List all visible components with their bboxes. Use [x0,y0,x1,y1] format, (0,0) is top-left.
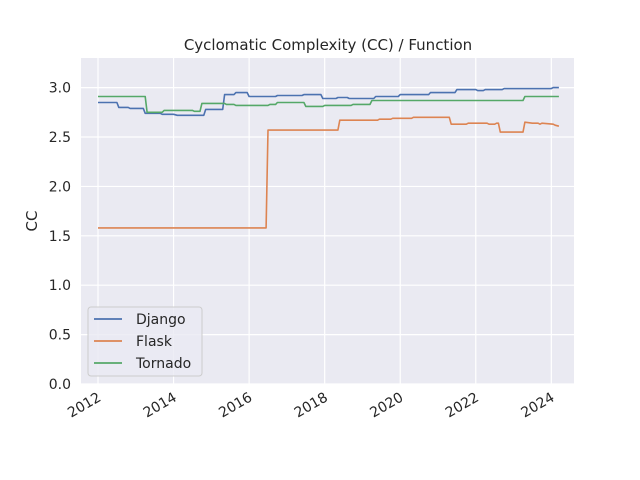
chart-title: Cyclomatic Complexity (CC) / Function [184,36,472,54]
series-line-tornado [98,95,559,114]
x-tick-label: 2022 [443,390,482,422]
legend-label-flask: Flask [136,334,173,350]
y-tick-label: 1.0 [49,278,71,294]
y-tick-label: 2.5 [49,130,71,146]
x-axis-ticks: 2012 2014 2016 2018 2020 2022 2024 [65,390,557,422]
legend-label-tornado: Tornado [135,356,191,372]
y-tick-label: 1.5 [49,229,71,245]
y-tick-label: 0.5 [49,328,71,344]
x-tick-label: 2012 [65,390,104,422]
y-tick-label: 2.0 [49,179,71,195]
x-tick-label: 2024 [518,390,557,422]
series-lines [98,86,560,229]
legend: Django Flask Tornado [87,306,203,377]
x-gridlines [97,58,552,384]
series-line-django [98,86,559,117]
legend-box [87,306,203,377]
y-tick-label: 3.0 [49,81,71,97]
x-tick-label: 2018 [292,390,331,422]
y-axis-ticks: 0.0 0.5 1.0 1.5 2.0 2.5 3.0 [49,81,71,393]
x-tick-label: 2020 [367,390,406,422]
legend-label-django: Django [136,312,186,328]
x-tick-label: 2016 [216,390,255,422]
x-tick-label: 2014 [141,390,180,422]
y-tick-label: 0.0 [49,377,71,393]
y-axis-label: CC [23,211,41,232]
series-line-flask [98,116,560,229]
